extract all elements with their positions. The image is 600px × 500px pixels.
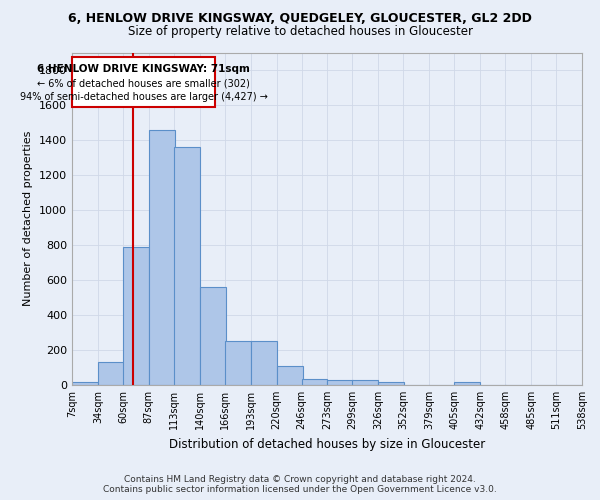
X-axis label: Distribution of detached houses by size in Gloucester: Distribution of detached houses by size … xyxy=(169,438,485,450)
Text: 6, HENLOW DRIVE KINGSWAY, QUEDGELEY, GLOUCESTER, GL2 2DD: 6, HENLOW DRIVE KINGSWAY, QUEDGELEY, GLO… xyxy=(68,12,532,26)
Text: Size of property relative to detached houses in Gloucester: Size of property relative to detached ho… xyxy=(128,25,473,38)
Text: ← 6% of detached houses are smaller (302): ← 6% of detached houses are smaller (302… xyxy=(37,78,250,88)
Bar xyxy=(225,341,251,385)
Bar xyxy=(379,382,404,385)
FancyBboxPatch shape xyxy=(72,57,215,107)
Bar xyxy=(277,366,302,385)
Bar xyxy=(251,341,277,385)
Bar xyxy=(352,380,379,385)
Bar xyxy=(454,382,480,385)
Bar xyxy=(98,362,124,385)
Bar xyxy=(149,130,175,385)
Text: Contains HM Land Registry data © Crown copyright and database right 2024.
Contai: Contains HM Land Registry data © Crown c… xyxy=(103,474,497,494)
Bar xyxy=(123,246,149,385)
Text: 6 HENLOW DRIVE KINGSWAY: 71sqm: 6 HENLOW DRIVE KINGSWAY: 71sqm xyxy=(37,64,250,74)
Y-axis label: Number of detached properties: Number of detached properties xyxy=(23,131,34,306)
Bar xyxy=(302,379,328,385)
Text: 94% of semi-detached houses are larger (4,427) →: 94% of semi-detached houses are larger (… xyxy=(20,92,268,102)
Bar xyxy=(72,382,98,385)
Bar xyxy=(328,380,353,385)
Bar xyxy=(174,147,200,385)
Bar xyxy=(200,287,226,385)
